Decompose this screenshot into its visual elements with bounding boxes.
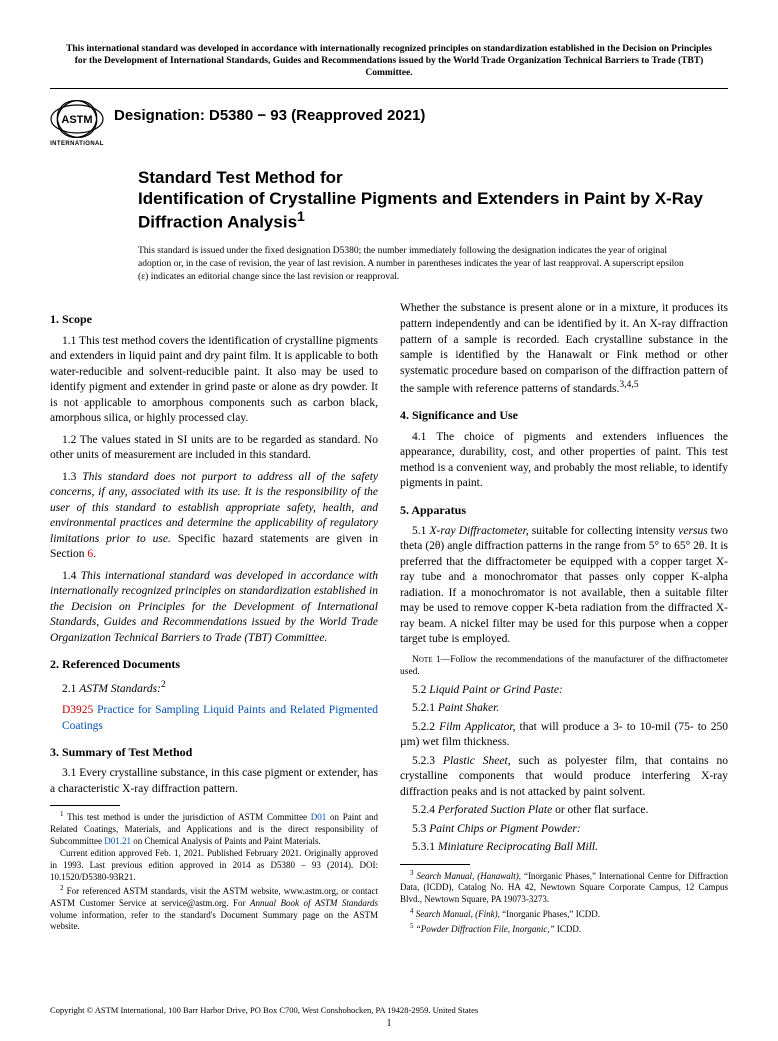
- d01-link[interactable]: D01: [311, 812, 327, 822]
- issued-note: This standard is issued under the fixed …: [138, 245, 688, 283]
- sec1-4: 1.4 This international standard was deve…: [50, 569, 378, 647]
- top-rule: [50, 88, 728, 89]
- sec4-1: 4.1 The choice of pigments and extenders…: [400, 430, 728, 492]
- sec2-head: 2. Referenced Documents: [50, 656, 378, 672]
- d3925-title[interactable]: Practice for Sampling Liquid Paints and …: [62, 704, 378, 732]
- fn5: 5 “Powder Diffraction File, Inorganic,” …: [400, 922, 728, 936]
- copyright: Copyright © ASTM International, 100 Barr…: [50, 1005, 478, 1015]
- title-block: Standard Test Method for Identification …: [138, 167, 728, 284]
- sec5-2-2: 5.2.2 Film Applicator, that will produce…: [400, 720, 728, 751]
- fn1b: Current edition approved Feb. 1, 2021. P…: [50, 848, 378, 883]
- sec5-3-1: 5.3.1 Miniature Reciprocating Ball Mill.: [400, 840, 728, 856]
- sec2-ref: D3925 Practice for Sampling Liquid Paint…: [62, 703, 378, 734]
- fn-rule-left: [50, 805, 120, 806]
- sec1-1: 1.1 This test method covers the identifi…: [50, 334, 378, 427]
- title-body: Identification of Crystalline Pigments a…: [138, 189, 703, 232]
- tbt-note: This international standard was develope…: [60, 44, 718, 80]
- d3925-link[interactable]: D3925: [62, 704, 93, 716]
- svg-text:ASTM: ASTM: [61, 114, 92, 126]
- sec4-head: 4. Significance and Use: [400, 407, 728, 423]
- fn2: 2 For referenced ASTM standards, visit t…: [50, 884, 378, 933]
- d0121-link[interactable]: D01.21: [104, 836, 131, 846]
- sec3-cont: Whether the substance is present alone o…: [400, 301, 728, 397]
- page-number: 1: [0, 1018, 778, 1029]
- svg-text:INTERNATIONAL: INTERNATIONAL: [50, 141, 104, 147]
- sec3-1: 3.1 Every crystalline substance, in this…: [50, 766, 378, 797]
- title-sup: 1: [297, 209, 305, 225]
- sec5-2-4: 5.2.4 Perforated Suction Plate or other …: [400, 803, 728, 819]
- sec5-2-1: 5.2.1 Paint Shaker.: [400, 701, 728, 717]
- fn4: 4 Search Manual, (Fink), “Inorganic Phas…: [400, 907, 728, 921]
- designation: Designation: D5380 − 93 (Reapproved 2021…: [114, 99, 425, 124]
- sec3-head: 3. Summary of Test Method: [50, 744, 378, 760]
- title-prefix: Standard Test Method for: [138, 168, 343, 187]
- sec1-3: 1.3 This standard does not purport to ad…: [50, 470, 378, 563]
- note1: Note 1—Follow the recommendations of the…: [400, 654, 728, 679]
- fn3: 3 Search Manual, (Hanawalt), “Inorganic …: [400, 869, 728, 906]
- left-footnotes: 1 This test method is under the jurisdic…: [50, 805, 378, 933]
- sec2-1: 2.1 ASTM Standards:2: [50, 679, 378, 697]
- sec5-2-3: 5.2.3 Plastic Sheet, such as polyester f…: [400, 754, 728, 801]
- body-columns: 1. Scope 1.1 This test method covers the…: [50, 301, 728, 935]
- fn-rule-right: [400, 864, 470, 865]
- standard-title: Standard Test Method for Identification …: [138, 167, 728, 233]
- astm-logo: ASTM INTERNATIONAL: [50, 99, 104, 147]
- header: ASTM INTERNATIONAL Designation: D5380 − …: [50, 99, 728, 147]
- page: This international standard was develope…: [0, 0, 778, 1041]
- fn1: 1 This test method is under the jurisdic…: [50, 810, 378, 847]
- sec5-2: 5.2 Liquid Paint or Grind Paste:: [400, 683, 728, 699]
- sec1-2: 1.2 The values stated in SI units are to…: [50, 433, 378, 464]
- sec5-3: 5.3 Paint Chips or Pigment Powder:: [400, 822, 728, 838]
- sec1-head: 1. Scope: [50, 311, 378, 327]
- sec5-head: 5. Apparatus: [400, 502, 728, 518]
- sec5-1: 5.1 X-ray Diffractometer, suitable for c…: [400, 524, 728, 648]
- right-footnotes: 3 Search Manual, (Hanawalt), “Inorganic …: [400, 864, 728, 935]
